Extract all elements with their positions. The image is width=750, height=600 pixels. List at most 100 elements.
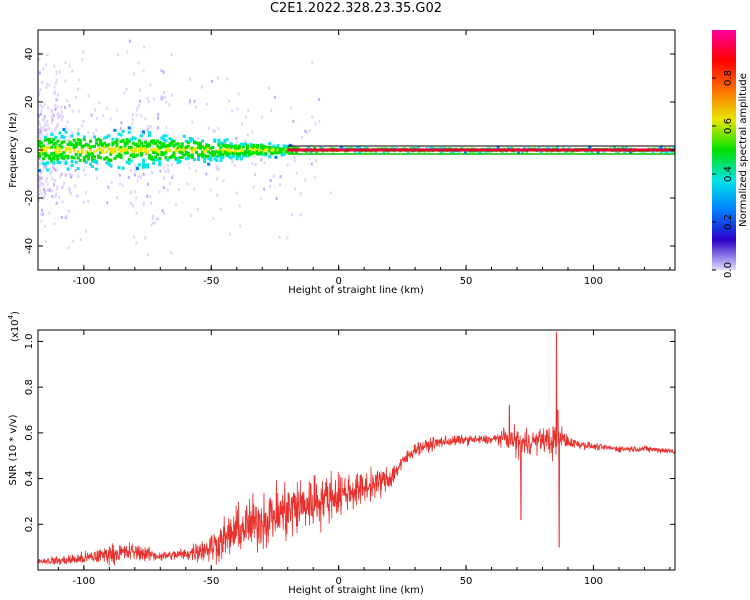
heatmap-cell: [111, 150, 115, 154]
heatmap-cell: [308, 129, 311, 133]
heatmap-cell: [52, 144, 55, 148]
heatmap-cell: [188, 139, 192, 143]
heatmap-cell: [95, 149, 99, 153]
heatmap-cell: [93, 160, 97, 164]
heatmap-cell: [43, 124, 46, 128]
heatmap-cell: [253, 172, 256, 176]
heatmap-cell: [280, 153, 284, 157]
heatmap-cell: [68, 140, 72, 144]
heatmap-cell: [172, 144, 176, 148]
heatmap-cell: [235, 191, 238, 195]
heatmap-cell: [219, 146, 223, 150]
heatmap-cell: [216, 193, 219, 197]
heatmap-cell: [131, 134, 134, 138]
heatmap-cell: [78, 153, 82, 157]
heatmap-cell: [249, 147, 253, 151]
heatmap-cell: [127, 175, 130, 179]
heatmap-cell: [196, 208, 199, 212]
heatmap-cell: [156, 149, 160, 153]
heatmap-cell: [61, 115, 64, 119]
heatmap-cell: [83, 160, 86, 164]
heatmap-cell: [170, 93, 173, 97]
heatmap-cell: [46, 138, 50, 142]
heatmap-cell: [135, 211, 138, 215]
heatmap-cell: [252, 144, 256, 148]
heatmap-cell: [119, 156, 123, 160]
heatmap-cell: [136, 106, 139, 110]
heatmap-cell: [111, 144, 114, 148]
heatmap-cell: [49, 167, 52, 171]
heatmap-cell: [241, 145, 245, 149]
heatmap-cell: [201, 155, 205, 159]
heatmap-cell: [241, 152, 245, 156]
heatmap-cell: [90, 155, 94, 159]
heatmap-cell: [64, 162, 68, 166]
heatmap-cell: [266, 145, 270, 149]
heatmap-cell: [97, 147, 101, 151]
heatmap-cell: [176, 157, 180, 161]
heatmap-cell: [52, 155, 56, 159]
heatmap-cell: [142, 173, 145, 177]
heatmap-cell: [171, 163, 174, 167]
heatmap-cell: [77, 78, 80, 82]
heatmap-cell: [237, 152, 241, 156]
heatmap-cell: [217, 151, 221, 155]
heatmap-cell: [46, 124, 49, 128]
heatmap-cell: [133, 137, 137, 141]
heatmap-cell: [40, 112, 43, 116]
heatmap-cell: [133, 72, 136, 76]
heatmap-cell: [197, 136, 200, 140]
heatmap-cell: [97, 155, 101, 159]
heatmap-cell: [523, 146, 527, 150]
x-tick-label: -100: [73, 576, 96, 587]
heatmap-cell: [286, 146, 290, 150]
heatmap-cell: [314, 122, 317, 126]
heatmap-cell: [184, 145, 188, 149]
heatmap-cell: [95, 160, 99, 164]
heatmap-cell: [205, 143, 209, 147]
heatmap-cell: [193, 187, 196, 191]
heatmap-cell: [231, 151, 235, 155]
heatmap-cell: [213, 157, 217, 161]
heatmap-cell: [168, 148, 172, 152]
heatmap-cell: [125, 151, 129, 155]
heatmap-cell: [160, 153, 164, 157]
heatmap-cell: [256, 152, 260, 156]
heatmap-cell: [156, 158, 160, 162]
heatmap-cell: [233, 146, 237, 150]
heatmap-cell: [131, 150, 135, 154]
heatmap-cell: [88, 149, 92, 153]
heatmap-cell: [157, 113, 160, 117]
heatmap-cell: [42, 144, 46, 148]
heatmap-cell: [239, 224, 242, 228]
heatmap-cell: [48, 127, 51, 131]
heatmap-cell: [133, 190, 136, 194]
heatmap-cell: [56, 139, 60, 143]
heatmap-cell: [64, 216, 67, 220]
heatmap-cell: [38, 175, 41, 179]
heatmap-cell: [52, 113, 55, 117]
heatmap-cell: [157, 217, 160, 221]
heatmap-cell: [133, 173, 136, 177]
heatmap-cell: [63, 161, 66, 165]
heatmap-cell: [75, 193, 78, 197]
heatmap-cell: [38, 147, 41, 151]
heatmap-cell: [249, 143, 253, 147]
heatmap-cell: [162, 186, 165, 190]
heatmap-cell: [135, 167, 139, 171]
heatmap-cell: [163, 176, 166, 180]
heatmap-cell: [537, 146, 541, 150]
heatmap-cell: [219, 152, 223, 156]
heatmap-cell: [149, 124, 152, 128]
heatmap-cell: [318, 97, 321, 101]
heatmap-cell: [54, 103, 57, 107]
heatmap-cell: [201, 85, 204, 89]
heatmap-cell: [272, 144, 276, 148]
heatmap-cell: [279, 183, 282, 187]
heatmap-cell: [203, 153, 207, 157]
heatmap-cell: [135, 241, 138, 245]
heatmap-cell: [48, 188, 51, 192]
heatmap-cell: [188, 147, 192, 151]
heatmap-cell: [276, 148, 280, 152]
heatmap-cell: [68, 143, 72, 147]
